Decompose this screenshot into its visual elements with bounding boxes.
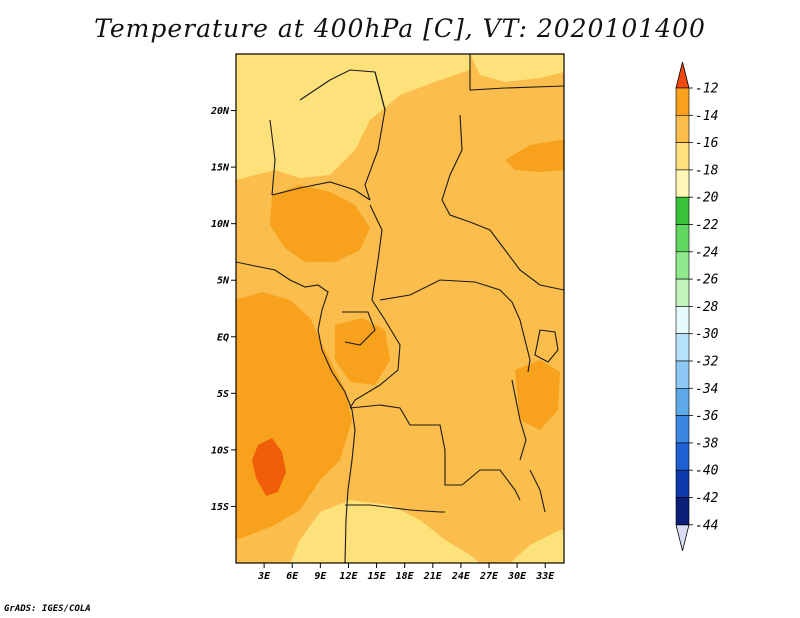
colorbar-label: -14 [695, 109, 718, 124]
border-niger-chad [364, 71, 386, 201]
colorbar-segment [675, 251, 690, 280]
map-frame [235, 53, 565, 564]
field-light-southern-band [290, 500, 480, 563]
coastline-west-africa [236, 261, 356, 563]
field-dark-nigeria [270, 185, 370, 262]
border-sudan-south [504, 249, 564, 291]
lon-tick-label: 15E [368, 571, 387, 582]
colorbar-label: -26 [695, 273, 719, 288]
field-dark-east-patch [515, 360, 560, 430]
colorbar-label: -34 [695, 382, 718, 397]
colorbar-label: -32 [695, 355, 719, 370]
border-drc-angola [349, 404, 462, 486]
colorbar-segment [675, 142, 690, 171]
colorbar-label: -44 [695, 518, 718, 533]
lon-tick-label: 24E [451, 571, 471, 582]
lon-tick-label: 6E [286, 571, 299, 582]
lat-tick-label: 5N [217, 276, 230, 287]
field-light-north-sahara [236, 54, 470, 180]
lon-tick-label: 30E [507, 571, 527, 582]
colorbar-label: -28 [695, 300, 719, 315]
lat-tick-label: EQ [217, 332, 229, 343]
border-cameroon-car [369, 204, 386, 321]
map-title: Temperature at 400hPa [C], VT: 202010140… [94, 14, 706, 43]
colorbar-segment [675, 115, 690, 143]
lat-tick-label: 10S [211, 445, 229, 456]
colorbar-label: -42 [695, 491, 719, 506]
border-libya-chad [469, 54, 564, 91]
colorbar-label: -12 [695, 82, 719, 97]
colorbar-segment [675, 497, 690, 526]
temperature-field [236, 54, 564, 563]
colorbar-segment [675, 87, 690, 116]
colorbar-label: -16 [695, 136, 719, 151]
lon-tick-label: 3E [257, 571, 271, 582]
lon-tick-label: 12E [339, 571, 358, 582]
colorbar-segment [675, 442, 690, 471]
field-light-libya-north [470, 54, 564, 82]
colorbar-label: -38 [695, 436, 719, 451]
colorbar-segment [675, 224, 690, 253]
lon-tick-label: 33E [535, 571, 555, 582]
border-drc-west [349, 319, 401, 409]
colorbar-label: -30 [695, 327, 719, 342]
field-dark-chad-sudan [505, 140, 564, 172]
lon-tick-label: 9E [314, 571, 327, 582]
colorbar-label: -24 [695, 245, 718, 260]
map-panel: 20N 15N 10N 5N EQ 5S 10S 15S 3E 6E 9E 12E 15E 18E 21E… [210, 53, 565, 582]
colorbar-label: -40 [695, 464, 719, 479]
border-mali-niger [269, 119, 276, 196]
border-lake-victoria [534, 329, 559, 363]
border-angola-namibia [345, 504, 445, 513]
colorbar-label: -22 [695, 218, 719, 233]
colorbar-segment [675, 306, 690, 334]
colorbar-segment [675, 415, 690, 444]
colorbar-segment [675, 469, 690, 498]
lon-tick-label: 18E [396, 571, 415, 582]
colorbar-segment [675, 387, 690, 416]
colorbar-label: -20 [695, 191, 719, 206]
border-tanzania-west [511, 301, 531, 373]
lat-tick-label: 20N [210, 106, 230, 117]
grads-credit: GrADS: IGES/COLA [4, 604, 91, 614]
border-nigeria-north [271, 181, 371, 201]
colorbar-segment [675, 169, 690, 198]
latitude-axis: 20N 15N 10N 5N EQ 5S 10S 15S [210, 106, 236, 513]
lat-tick-label: 10N [211, 219, 230, 230]
border-gabon-congo [342, 311, 376, 346]
field-core-warm [252, 438, 286, 496]
colorbar-bottom-arrow [675, 524, 690, 551]
colorbar-segment [675, 360, 690, 389]
colorbar-segment [675, 196, 690, 225]
colorbar-segment [675, 333, 690, 362]
field-light-south-east [510, 530, 564, 563]
field-dark-central-patch [335, 318, 390, 385]
colorbar: -12 -14 -16 -18 -20 -22 -24 -26 -28 -30 -32 -34 -36 -… [675, 61, 719, 551]
border-car-south [379, 279, 513, 303]
colorbar-label: -18 [695, 163, 719, 178]
longitude-axis: 3E 6E 9E 12E 15E 18E 21E 24E 27E 30E 33E [257, 563, 555, 582]
lon-tick-label: 27E [479, 571, 499, 582]
colorbar-label: -36 [695, 409, 719, 424]
colorbar-top-arrow [675, 61, 690, 89]
lat-tick-label: 5S [217, 389, 229, 400]
border-zambia [461, 469, 521, 501]
border-chad-sudan [441, 114, 506, 251]
border-rift-lakes [511, 379, 546, 513]
country-borders [236, 54, 564, 563]
lat-tick-label: 15N [211, 163, 230, 174]
lat-tick-label: 15S [211, 502, 229, 513]
lon-tick-label: 21E [423, 571, 443, 582]
colorbar-segment [675, 278, 690, 307]
